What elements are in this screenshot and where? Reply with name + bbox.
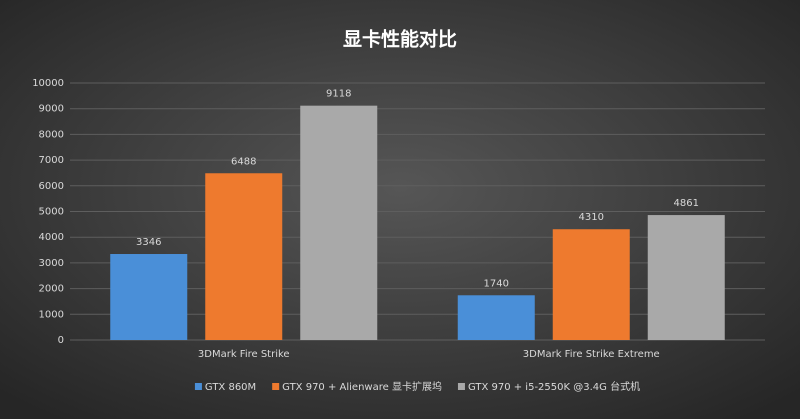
chart-title: 显卡性能对比 — [343, 28, 457, 51]
data-label: 1740 — [484, 278, 509, 289]
y-tick-label: 1000 — [39, 309, 64, 320]
bar — [205, 173, 283, 340]
legend-swatch — [457, 383, 465, 390]
bar — [457, 295, 535, 340]
bar — [110, 254, 188, 340]
legend-swatch — [194, 383, 202, 390]
y-tick-label: 2000 — [39, 284, 64, 295]
y-tick-label: 0 — [58, 335, 64, 346]
y-tick-label: 4000 — [39, 232, 64, 243]
data-label: 3346 — [136, 237, 161, 248]
x-tick-label: 3DMark Fire Strike Extreme — [523, 349, 660, 360]
legend-label: GTX 970 + i5-2550K @3.4G 台式机 — [468, 380, 640, 393]
data-label: 9118 — [326, 89, 351, 100]
y-tick-label: 9000 — [39, 104, 64, 115]
bar — [647, 215, 725, 340]
y-tick-label: 6000 — [39, 181, 64, 192]
data-label: 6488 — [231, 156, 256, 167]
y-tick-label: 10000 — [32, 78, 64, 89]
y-tick-label: 7000 — [39, 155, 64, 166]
bar — [300, 105, 378, 341]
legend-swatch — [272, 383, 280, 390]
y-tick-label: 3000 — [39, 258, 64, 269]
bar — [552, 229, 630, 340]
legend-label: GTX 970 + Alienware 显卡扩展坞 — [282, 380, 442, 393]
y-tick-label: 8000 — [39, 129, 64, 140]
data-label: 4861 — [674, 198, 699, 209]
y-tick-label: 5000 — [39, 207, 64, 218]
legend-label: GTX 860M — [205, 382, 256, 393]
data-label: 4310 — [579, 212, 604, 223]
x-tick-label: 3DMark Fire Strike — [198, 349, 290, 360]
